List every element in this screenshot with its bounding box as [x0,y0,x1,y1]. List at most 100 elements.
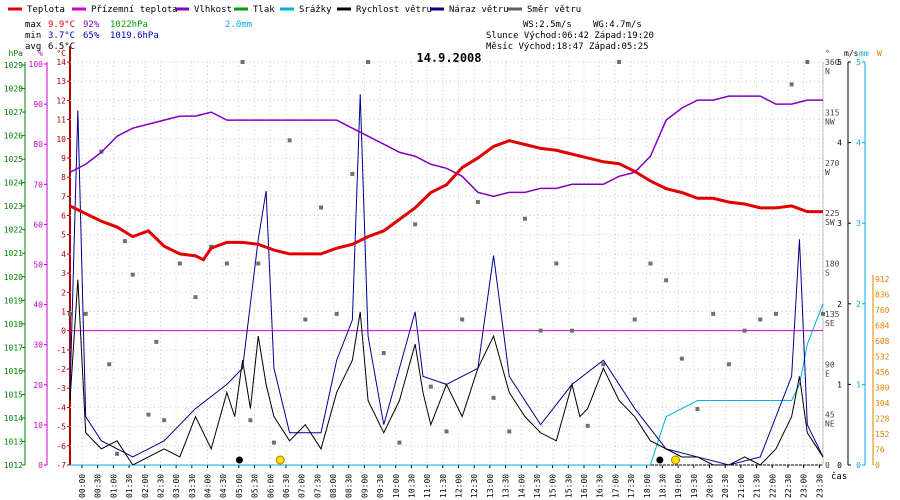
legend-label: Srážky [299,5,332,15]
pressure-tick-label: 1023 [4,202,23,211]
wind-direction-dot [632,317,637,322]
wind-tick-label: 1 [837,380,842,389]
x-tick-label: 22:00 [768,474,777,498]
wind-direction-dot [397,440,402,445]
temp-axis-unit: °C [56,49,66,58]
x-tick-label: 05:00 [235,474,244,498]
info-sun: Slunce Východ:06:42 Západ:19:20 [486,31,654,41]
wind-direction-dot [83,311,88,316]
x-tick-label: 00:30 [94,474,103,498]
rain-tick-label: 1 [856,380,861,389]
sun-marker [671,455,681,465]
temp-tick-label: -3 [56,384,66,393]
x-tick-label: 04:30 [219,474,228,498]
solar-tick-label: 76 [875,446,885,455]
humidity-tick-label: 80 [33,140,43,149]
info-wg: WG:4.7m/s [593,20,642,30]
pressure-tick-label: 1028 [4,85,23,94]
humidity-tick-label: 30 [33,341,43,350]
x-tick-label: 10:00 [392,474,401,498]
pressure-tick-label: 1013 [4,437,23,446]
direction-tick-label: 0 [825,461,830,470]
solar-tick-label: 380 [875,384,890,393]
solar-tick-label: 228 [875,415,890,424]
temp-tick-label: 0 [61,327,66,336]
rain-tick-label: 0 [856,461,861,470]
pressure-tick-label: 1027 [4,108,23,117]
x-tick-label: 16:00 [580,474,589,498]
pressure-tick-label: 1015 [4,390,23,399]
direction-tick-dir: NE [825,420,835,429]
direction-tick-label: 90 [825,360,835,369]
temperature-line [69,139,823,262]
x-tick-label: 21:30 [753,474,762,498]
temp-tick-label: 13 [56,77,66,86]
humidity-tick-label: 20 [33,381,43,390]
x-tick-label: 14:00 [517,474,526,498]
pressure-axis-unit: hPa [9,49,24,58]
stat-max-press: 1022hPa [110,20,148,30]
rain-tick-label: 4 [856,139,861,148]
pressure-tick-label: 1014 [4,414,23,423]
direction-tick-label: 180 [825,260,840,269]
legend-label: Vlhkost [194,5,232,15]
wind-direction-dot [162,418,167,423]
wind-direction-dot [570,328,574,333]
x-tick-label: 05:30 [251,474,260,498]
pressure-tick-label: 1016 [4,367,23,376]
pressure-tick-label: 1029 [4,61,23,70]
rain-tick-label: 3 [856,219,861,228]
stat-avg-temp: 6.5°C [48,42,75,52]
x-tick-label: 23:30 [815,474,824,498]
rain-tick-label: 2 [856,300,861,309]
x-tick-label: 16:30 [596,474,605,498]
humidity-tick-label: 70 [33,180,43,189]
wind-direction-dot [773,311,778,316]
wind-direction-dot [428,384,433,389]
x-tick-label: 20:00 [706,474,715,498]
x-tick-label: 02:00 [141,474,150,498]
temp-tick-label: 14 [56,58,66,67]
legend-label: Přízemní teplota [91,5,178,15]
pressure-tick-label: 1026 [4,132,23,141]
plot-area [68,60,825,466]
wind-tick-label: 4 [837,139,842,148]
x-tick-label: 06:30 [282,474,291,498]
wind-direction-dot [444,429,449,434]
stat-min-temp: 3.7°C [48,31,75,41]
x-tick-label: 15:00 [549,474,558,498]
x-tick-label: 10:30 [407,474,416,498]
temp-tick-label: 2 [61,288,66,297]
temp-tick-label: -5 [56,423,66,432]
x-tick-label: 22:30 [784,474,793,498]
x-tick-label: 17:30 [627,474,636,498]
temp-tick-label: 8 [61,173,66,182]
direction-axis-unit: ° [825,49,830,58]
rain-axis-unit: mm [859,49,869,58]
wind-direction-dot [303,317,308,322]
wind-tick-label: 0 [837,461,842,470]
temp-tick-label: 12 [56,96,66,105]
x-tick-label: 00:00 [78,474,87,498]
x-tick-label: 09:30 [376,474,385,498]
direction-tick-dir: W [825,168,830,177]
temp-tick-label: 7 [61,192,66,201]
info-moon: Měsíc Východ:18:47 Západ:05:25 [486,42,649,52]
temp-tick-label: -2 [56,365,66,374]
x-tick-label: 18:30 [658,474,667,498]
wind-direction-dot [146,412,151,417]
humidity-tick-label: 50 [33,261,43,270]
solar-tick-label: 304 [875,399,890,408]
wind-tick-label: 3 [837,219,842,228]
wind-direction-dot [271,440,276,445]
x-tick-label: 23:00 [800,474,809,498]
moon-marker [235,456,243,464]
x-tick-label: 19:00 [674,474,683,498]
direction-tick-label: 315 [825,108,840,117]
grid [70,61,823,466]
direction-tick-dir: E [825,369,830,378]
x-tick-label: 03:00 [172,474,181,498]
x-axis-title: čas [831,471,847,482]
temp-tick-label: 4 [61,250,66,259]
